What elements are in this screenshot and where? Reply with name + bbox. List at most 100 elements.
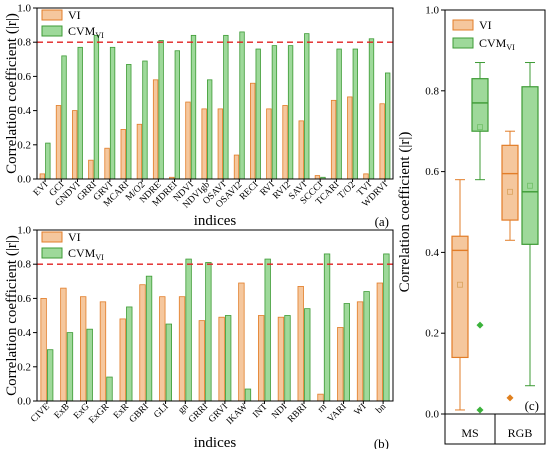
panel-b-bar-vi — [60, 287, 67, 402]
panel-b-bar-vi — [80, 296, 87, 402]
panel-a-bar-vi — [88, 159, 94, 180]
panel-b-bar-vi — [337, 327, 344, 402]
panel-c-ms-cvm-box — [471, 78, 489, 132]
panel-c-legend-vi-label: VI — [479, 18, 492, 32]
panel-b-bar-cvm — [304, 308, 311, 402]
panel-b-xtick-label: CIVE — [29, 402, 52, 425]
panel-a-legend-cvm-label-subscript: VI — [95, 31, 104, 40]
panel-a-bar-vi — [185, 101, 191, 180]
panel-a-bar-cvm — [271, 45, 278, 180]
panel-a-legend-vi-label: VI — [68, 8, 81, 22]
panel-a-bar-cvm — [304, 33, 310, 180]
panel-a-bar-cvm — [126, 64, 132, 180]
panel-c-ytick-label: 0.6 — [425, 166, 439, 178]
panel-b-bar-vi — [198, 320, 206, 402]
panel-b-xtick-label: INT — [251, 402, 269, 420]
panel-b-bar-vi — [218, 316, 225, 402]
panel-b-bar-cvm — [244, 388, 252, 402]
panel-a-bar-vi — [104, 147, 110, 180]
panel-b-xtick-label: GLI — [152, 402, 170, 420]
panel-a-bar-cvm — [368, 38, 375, 180]
panel-b-bar-cvm — [185, 258, 192, 402]
panel-b-bar-cvm — [264, 258, 271, 402]
panel-b-bar-cvm — [145, 275, 153, 402]
panel-c-group-label-frame — [444, 413, 546, 445]
panel-c-ytick-label: 0.0 — [425, 409, 439, 421]
panel-b-bar-cvm — [205, 262, 212, 402]
panel-b-bar-cvm — [165, 323, 172, 402]
panel-b-legend-vi-swatch — [41, 231, 63, 243]
panel-a-ytick-label: 0.6 — [17, 71, 31, 83]
panel-a-bar-cvm — [385, 72, 391, 180]
panel-b-bar-vi — [277, 316, 285, 402]
panel-a-bar-vi — [330, 99, 337, 180]
panel-b-xtick-label: ExGR — [87, 402, 111, 426]
panel-c-ylabel: Correlation coefficient (|r|) — [397, 132, 413, 293]
panel-a-bar-vi — [314, 175, 321, 180]
panel-a-bar-vi — [152, 79, 159, 180]
panel-b-legend-vi-label: VI — [68, 230, 81, 244]
panel-b-bar-vi — [139, 284, 146, 402]
panel-b-bar-cvm — [363, 291, 370, 402]
panel-c-legend-cvm-label-subscript: VI — [506, 43, 515, 52]
panel-c-legend-cvm-swatch — [452, 37, 474, 49]
panel-c-ytick-label: 0.8 — [425, 85, 439, 97]
panel-a-legend-cvm-label: CVMVI — [68, 24, 104, 40]
panel-b-ytick-label: 1.0 — [17, 225, 31, 237]
panel-a-bar-cvm — [287, 45, 294, 180]
panel-b-xtick-label: IKAW — [225, 402, 250, 427]
panel-b-bar-cvm — [86, 328, 93, 402]
panel-a-bar-vi — [233, 154, 240, 180]
panel-b-ytick-label: 0.6 — [17, 293, 31, 305]
panel-a-bar-cvm — [142, 60, 148, 180]
panel-c-group-label-ms: MS — [461, 426, 478, 440]
panel-b-xtick-label: ExB — [53, 402, 72, 421]
panel-a-bar-vi — [250, 82, 256, 180]
panel-a-bar-cvm — [174, 50, 180, 180]
panel-b-ytick-label: 0.0 — [17, 396, 31, 408]
panel-b-bar-vi — [119, 318, 126, 402]
panel-b-plot-frame — [36, 229, 394, 402]
panel-a-ytick-label: 1.0 — [17, 3, 31, 15]
panel-c-rgb-vi-box — [501, 144, 519, 221]
panel-a-ytick-label: 0.8 — [17, 37, 31, 49]
panel-c-ytick-label: 0.2 — [425, 328, 439, 340]
panel-c-ms-vi-mean-marker — [457, 281, 463, 288]
panel-c-ms-cvm-mean-marker — [477, 124, 483, 131]
panel-a-legend-vi-swatch — [41, 9, 63, 21]
panel-a-xtick-label: T/O2 — [336, 180, 357, 201]
panel-b-bar-cvm — [323, 253, 331, 402]
panel-b-xtick-label: gn — [177, 402, 191, 416]
panel-a-bar-vi — [363, 173, 369, 180]
panel-b-bar-cvm — [224, 315, 232, 402]
panel-b-ylabel: Correlation coefficient (|r|) — [4, 235, 20, 396]
panel-a-panel-label: (a) — [375, 214, 389, 229]
panel-b-bar-vi — [297, 286, 304, 402]
panel-b-bar-cvm — [383, 253, 390, 402]
panel-c-ytick-label: 0.4 — [425, 247, 439, 259]
panel-c-legend-cvm-label: CVMVI — [479, 36, 515, 52]
panel-a-ytick-label: 0.4 — [17, 105, 31, 117]
panel-a-bar-vi — [282, 105, 288, 180]
panel-b-xtick-label: bn — [374, 402, 388, 416]
panel-b-bar-cvm — [284, 315, 291, 402]
panel-c-group-label-rgb: RGB — [508, 426, 533, 440]
panel-a-bar-vi — [72, 110, 78, 180]
panel-b-xtick-label: VARI — [326, 402, 349, 425]
panel-b-bar-vi — [356, 301, 364, 402]
panel-c-panel-label: (c) — [525, 398, 539, 413]
panel-b-xlabel: indices — [194, 435, 237, 449]
panel-b-bar-vi — [317, 393, 324, 402]
panel-b-bar-vi — [159, 296, 166, 402]
panel-b-xtick-label: WI — [353, 402, 369, 418]
panel-a-bar-vi — [379, 103, 385, 180]
panel-b-bar-vi — [238, 282, 245, 402]
panel-a-bar-vi — [347, 96, 353, 180]
panel-a-bar-cvm — [190, 34, 197, 180]
panel-b-bar-cvm — [46, 349, 54, 402]
panel-c-ytick-label: 1.0 — [425, 5, 439, 17]
panel-b-bar-vi — [258, 315, 265, 402]
panel-c-panel: 0.0 0.2 0.4 0.6 0.8 1.0 MS RGB Correlation coeff… — [397, 5, 546, 445]
panel-a-xlabel: indices — [194, 213, 237, 229]
